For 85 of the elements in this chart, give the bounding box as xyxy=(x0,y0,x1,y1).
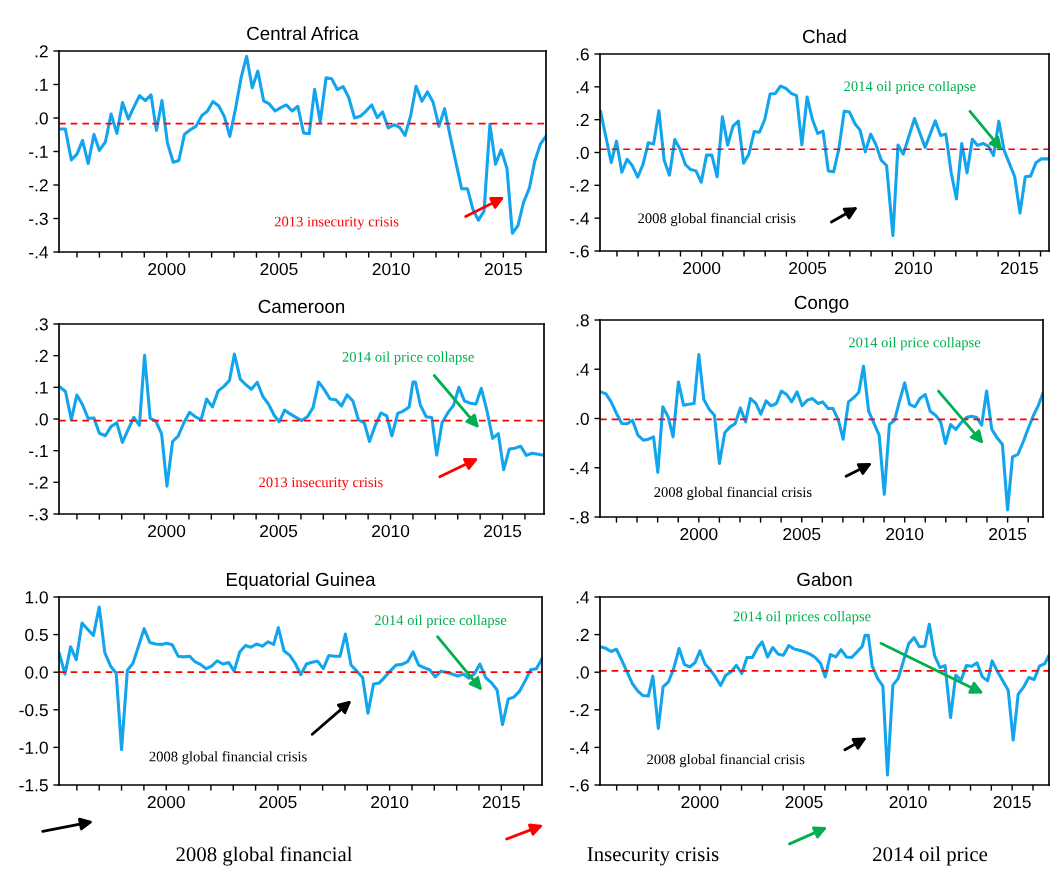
x-tick-label: 2010 xyxy=(889,795,927,809)
annotation: 2008 global financial crisis xyxy=(149,751,307,765)
y-tick-label: -.4 xyxy=(29,246,49,259)
chart-title: Central Africa xyxy=(247,26,359,41)
y-tick-label: -.1 xyxy=(29,445,48,457)
annotation: 2008 global financial crisis xyxy=(647,753,805,768)
x-tick-label: 2010 xyxy=(372,262,410,276)
chart-title: Congo xyxy=(794,295,849,313)
y-tick-label: .4 xyxy=(576,591,590,604)
y-tick-label: .6 xyxy=(576,48,589,61)
chart-title: Gabon xyxy=(797,572,852,587)
x-tick-label: 2015 xyxy=(484,524,522,538)
annotation: 2014 oil price collapse xyxy=(848,337,981,351)
y-tick-label: -.6 xyxy=(570,779,589,792)
chart-title: Cameroon xyxy=(258,299,345,314)
y-tick-label: .3 xyxy=(35,318,48,331)
x-tick-label: 2005 xyxy=(785,795,823,809)
x-tick-label: 2000 xyxy=(148,262,186,276)
chart-title: Chad xyxy=(803,29,846,44)
y-tick-label: -.4 xyxy=(570,741,590,754)
x-tick-label: 2005 xyxy=(260,262,298,276)
x-tick-label: 2000 xyxy=(147,795,185,809)
y-tick-label: .2 xyxy=(576,113,589,126)
annotation: 2014 oil price collapse xyxy=(375,614,507,629)
y-tick-label: .8 xyxy=(576,314,589,327)
y-tick-label: -.2 xyxy=(570,179,589,192)
x-tick-label: 2000 xyxy=(148,524,186,538)
line-series xyxy=(59,54,546,235)
y-tick-label: .1 xyxy=(35,78,48,91)
x-tick-label: 2010 xyxy=(895,261,933,275)
y-tick-label: .0 xyxy=(576,666,589,679)
x-tick-label: 2015 xyxy=(484,262,522,276)
annotation: 2014 oil price collapse xyxy=(342,351,474,365)
y-tick-label: .4 xyxy=(576,363,590,376)
y-tick-label: .0 xyxy=(576,146,589,159)
line-series xyxy=(600,353,1043,512)
y-tick-label: -1.0 xyxy=(19,741,48,754)
y-tick-label: -.2 xyxy=(29,179,48,192)
y-tick-label: .1 xyxy=(35,381,48,394)
x-tick-label: 2010 xyxy=(371,795,409,809)
y-tick-label: .2 xyxy=(35,349,48,362)
x-tick-label: 2005 xyxy=(783,527,821,541)
y-tick-label: -.4 xyxy=(570,212,590,225)
y-tick-label: -.4 xyxy=(570,462,590,475)
annotation: 2013 insecurity crisis xyxy=(274,216,399,230)
annotation: 2014 oil price collapse xyxy=(844,80,976,95)
annotation: 2014 oil prices collapse xyxy=(733,611,871,625)
chart-title: Equatorial Guinea xyxy=(226,572,376,590)
y-tick-label: -.6 xyxy=(570,245,589,258)
text: Insecurity crisis xyxy=(587,847,719,866)
x-tick-label: 2000 xyxy=(681,795,719,809)
line-series xyxy=(59,605,542,752)
x-tick-label: 2010 xyxy=(372,524,410,538)
y-tick-label: -.3 xyxy=(29,212,48,225)
x-tick-label: 2005 xyxy=(259,795,297,809)
x-tick-label: 2000 xyxy=(683,261,721,275)
y-tick-label: 1.0 xyxy=(25,591,48,604)
annotation: 2008 global financial crisis xyxy=(654,486,812,501)
x-tick-label: 2015 xyxy=(482,795,520,809)
y-tick-label: .0 xyxy=(576,412,589,425)
text: 2014 oil price xyxy=(873,846,988,866)
text: 2008 global financial xyxy=(176,846,353,866)
y-tick-label: -.3 xyxy=(29,508,48,521)
y-tick-label: -.2 xyxy=(29,476,48,489)
x-tick-label: 2015 xyxy=(989,527,1027,541)
y-tick-label: .4 xyxy=(576,81,590,94)
annotation: 2008 global financial crisis xyxy=(638,212,796,227)
y-tick-label: .0 xyxy=(35,413,48,426)
y-tick-label: .2 xyxy=(576,628,589,641)
x-tick-label: 2005 xyxy=(260,524,298,538)
annotation: 2013 insecurity crisis xyxy=(259,477,383,491)
y-tick-label: 0.5 xyxy=(25,628,48,642)
y-tick-label: -.8 xyxy=(570,511,589,524)
y-tick-label: -1.5 xyxy=(19,779,48,792)
y-tick-label: -.2 xyxy=(570,703,589,717)
x-tick-label: 2000 xyxy=(680,527,718,541)
x-tick-label: 2015 xyxy=(993,795,1031,809)
x-tick-label: 2005 xyxy=(789,261,827,275)
y-tick-label: -.1 xyxy=(29,145,48,158)
y-tick-label: .0 xyxy=(35,112,48,125)
y-tick-label: -0.5 xyxy=(19,703,48,717)
x-tick-label: 2010 xyxy=(886,527,924,541)
x-tick-label: 2015 xyxy=(1000,261,1038,275)
y-tick-label: 0.0 xyxy=(25,666,48,679)
y-tick-label: .2 xyxy=(35,45,48,58)
